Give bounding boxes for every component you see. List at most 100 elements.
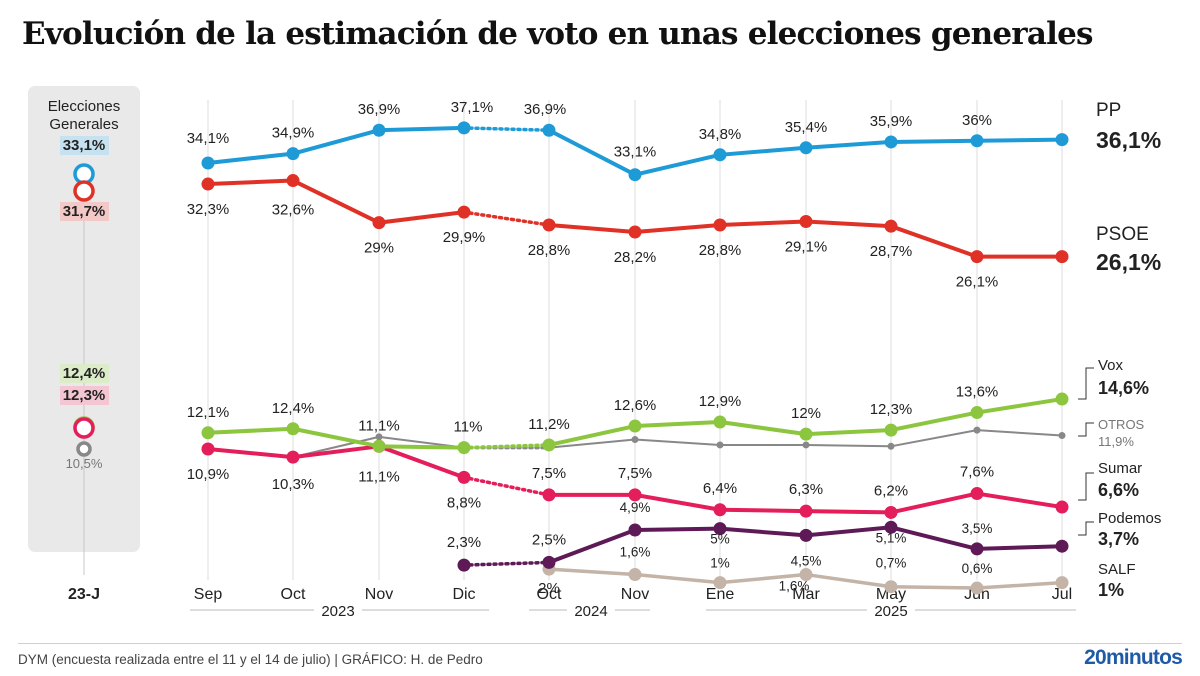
series-sumar-label-8: 6,2% [874, 482, 908, 499]
series-pp-label-0: 34,1% [187, 130, 230, 147]
year-label-0: 2023 [321, 603, 354, 620]
series-pp-segment-7 [804, 139, 893, 150]
series-sumar-label-9: 7,6% [960, 464, 994, 481]
series-salf-label-8: 0,7% [876, 556, 907, 571]
year-label-1: 2024 [574, 603, 607, 620]
series-sumar-label-2: 11,1% [358, 468, 399, 485]
end-name-psoe: PSOE [1096, 224, 1149, 245]
series-sumar-point-10 [1055, 500, 1069, 514]
end-name-sumar: Sumar [1098, 460, 1142, 477]
series-pp-point-4 [542, 123, 556, 137]
series-sumar-segment-9 [975, 491, 1064, 510]
series-podemos-segment-3 [462, 560, 551, 567]
series-pp-segment-3 [462, 126, 551, 132]
x-tick-label-8: May [876, 586, 906, 603]
series-pp-label-5: 33,1% [614, 144, 657, 161]
x-tick-label-6: Ene [706, 586, 735, 603]
year-label-2: 2025 [874, 603, 907, 620]
series-psoe-segment-3 [462, 210, 551, 227]
series-psoe-point-7 [799, 215, 813, 228]
series-pp-point-3 [457, 121, 471, 135]
series-psoe-label-6: 28,8% [699, 242, 742, 259]
series-podemos-label-8: 5,1% [876, 530, 907, 545]
series-sumar-segment-1 [291, 444, 381, 460]
series-salf-point-5 [628, 568, 642, 582]
series-psoe-label-5: 28,2% [614, 249, 657, 266]
end-value-salf: 1% [1098, 580, 1124, 600]
series-sumar-segment-7 [804, 509, 893, 515]
series-podemos-point-9 [970, 542, 984, 556]
series-pp-point-5 [628, 168, 642, 182]
series-psoe-segment-1 [291, 178, 381, 225]
series-sumar-point-5 [628, 488, 642, 502]
series-vox-label-7: 12% [791, 405, 821, 422]
series-vox-segment-5 [633, 420, 722, 429]
series-otros-segment-4 [548, 438, 636, 449]
series-sumar-segment-2 [377, 444, 466, 480]
series-pp-point-8 [884, 135, 898, 149]
series-otros-segment-7 [805, 443, 892, 448]
series-salf-point-9 [970, 581, 984, 595]
series-otros-segment-9 [976, 429, 1063, 437]
series-psoe-segment-2 [377, 210, 466, 225]
series-vox-segment-2 [377, 444, 466, 450]
series-sumar-segment-0 [206, 447, 295, 460]
brand-number: 20 [1084, 646, 1107, 669]
series-podemos-point-6 [713, 522, 727, 536]
x-tick-label-4: Oct [537, 586, 562, 603]
series-otros-segment-8 [890, 429, 978, 448]
series-vox-segment-8 [889, 410, 979, 433]
series-pp-label-7: 35,4% [785, 119, 828, 136]
series-pp-label-2: 36,9% [358, 101, 401, 118]
series-vox-label-4: 11,2% [528, 416, 569, 433]
reference-dot-sumar [73, 417, 95, 439]
series-sumar-point-6 [713, 503, 727, 517]
series-salf-segment-5 [633, 572, 722, 585]
series-pp-point-0 [201, 156, 215, 170]
series-pp-segment-6 [718, 145, 808, 157]
end-name-salf: SALF [1098, 561, 1136, 578]
series-sumar-segment-6 [718, 507, 808, 514]
series-vox-label-9: 13,6% [956, 384, 999, 401]
connector-vox [1078, 367, 1094, 400]
reference-value-bg-sumar [60, 386, 109, 405]
series-vox-point-8 [884, 423, 898, 437]
series-salf-label-6: 1% [710, 556, 730, 571]
series-sumar-label-0: 10,9% [187, 466, 230, 483]
series-vox-label-5: 12,6% [614, 397, 657, 414]
series-pp-point-10 [1055, 133, 1069, 147]
series-otros-segment-5 [634, 438, 721, 446]
reference-title-line2: Generales [49, 116, 118, 133]
series-pp-label-1: 34,9% [272, 125, 315, 142]
series-psoe-point-2 [372, 216, 386, 230]
series-salf-segment-8 [889, 584, 979, 590]
series-psoe-label-4: 28,8% [528, 242, 571, 259]
series-pp-segment-2 [377, 125, 466, 133]
connector-podemos [1078, 521, 1094, 536]
series-vox-point-2 [372, 439, 386, 453]
series-vox-label-3: 11% [454, 419, 483, 436]
series-pp-point-1 [286, 147, 300, 161]
brand-logo: 20minutos [1084, 646, 1183, 670]
chart-title: Evolución de la estimación de voto en un… [22, 16, 1093, 52]
reference-value-pp: 33,1% [63, 137, 106, 154]
brand-text: minutos [1105, 646, 1183, 669]
end-value-psoe: 26,1% [1096, 249, 1161, 275]
series-vox-segment-0 [206, 426, 295, 435]
series-vox-point-10 [1055, 392, 1069, 406]
series-salf-point-10 [1055, 576, 1069, 590]
series-psoe-point-3 [457, 205, 471, 219]
series-sumar-segment-3 [462, 475, 551, 497]
series-pp-label-4: 36,9% [524, 101, 567, 118]
series-sumar-point-8 [884, 505, 898, 519]
footer-divider [18, 643, 1182, 644]
series-podemos-segment-6 [718, 526, 808, 538]
series-podemos-label-4: 2,5% [532, 531, 566, 548]
series-vox-label-0: 12,1% [187, 404, 230, 421]
series-pp-segment-8 [889, 138, 979, 144]
end-value-pp: 36,1% [1096, 127, 1161, 153]
series-pp-point-2 [372, 123, 386, 137]
series-psoe-label-9: 26,1% [956, 274, 999, 291]
series-vox-point-6 [713, 415, 727, 429]
